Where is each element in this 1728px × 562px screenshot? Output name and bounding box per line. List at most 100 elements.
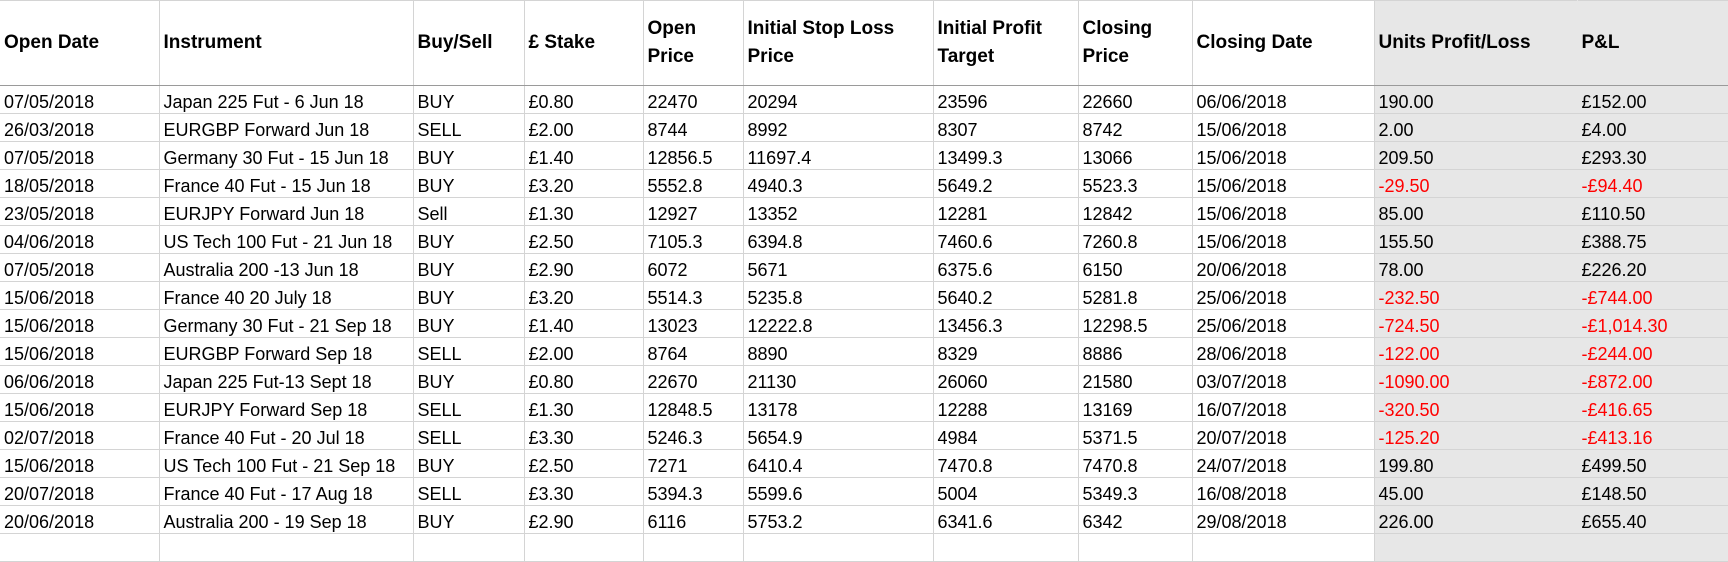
header-stake[interactable]: £ Stake bbox=[524, 0, 644, 86]
cell-instrument[interactable]: France 40 Fut - 20 Jul 18 bbox=[159, 421, 414, 450]
cell-stake[interactable]: £2.50 bbox=[524, 225, 644, 254]
cell-instrument[interactable]: Japan 225 Fut - 6 Jun 18 bbox=[159, 85, 414, 114]
cell-initial-profit-target[interactable]: 7470.8 bbox=[933, 449, 1079, 478]
cell-buy-sell[interactable]: BUY bbox=[413, 505, 525, 534]
cell-stake[interactable]: £0.80 bbox=[524, 85, 644, 114]
cell-units-profit-loss[interactable]: 85.00 bbox=[1374, 197, 1578, 226]
cell-buy-sell[interactable]: BUY bbox=[413, 253, 525, 282]
cell-initial-profit-target[interactable]: 23596 bbox=[933, 85, 1079, 114]
cell-closing-date[interactable]: 24/07/2018 bbox=[1192, 449, 1375, 478]
cell-closing-price[interactable]: 6150 bbox=[1078, 253, 1193, 282]
cell-pnl[interactable]: -£872.00 bbox=[1577, 365, 1728, 394]
cell-pnl[interactable]: £148.50 bbox=[1577, 477, 1728, 506]
cell-open-date[interactable]: 02/07/2018 bbox=[0, 421, 160, 450]
cell-buy-sell[interactable]: BUY bbox=[413, 85, 525, 114]
header-closing-date[interactable]: Closing Date bbox=[1192, 0, 1375, 86]
cell-open-price[interactable]: 12848.5 bbox=[643, 393, 744, 422]
cell-initial-stop-loss-price[interactable]: 8992 bbox=[743, 113, 934, 142]
cell-units-profit-loss[interactable]: 78.00 bbox=[1374, 253, 1578, 282]
header-open-price[interactable]: Open Price bbox=[643, 0, 744, 86]
cell-initial-stop-loss-price[interactable]: 12222.8 bbox=[743, 309, 934, 338]
cell-closing-date[interactable]: 15/06/2018 bbox=[1192, 169, 1375, 198]
cell-closing-price[interactable]: 13066 bbox=[1078, 141, 1193, 170]
cell-open-price[interactable]: 12927 bbox=[643, 197, 744, 226]
cell-open-price[interactable]: 5552.8 bbox=[643, 169, 744, 198]
cell-stake[interactable]: £1.30 bbox=[524, 393, 644, 422]
cell-buy-sell[interactable]: SELL bbox=[413, 337, 525, 366]
cell-initial-stop-loss-price[interactable]: 11697.4 bbox=[743, 141, 934, 170]
cell-pnl[interactable]: -£94.40 bbox=[1577, 169, 1728, 198]
cell-closing-date[interactable]: 20/06/2018 bbox=[1192, 253, 1375, 282]
cell-initial-stop-loss-price[interactable]: 6410.4 bbox=[743, 449, 934, 478]
cell-closing-date[interactable]: 03/07/2018 bbox=[1192, 365, 1375, 394]
cell-initial-stop-loss-price[interactable]: 5599.6 bbox=[743, 477, 934, 506]
cell-closing-date[interactable]: 15/06/2018 bbox=[1192, 197, 1375, 226]
cell-open-date[interactable]: 07/05/2018 bbox=[0, 85, 160, 114]
cell-instrument[interactable]: EURGBP Forward Sep 18 bbox=[159, 337, 414, 366]
cell-units-profit-loss[interactable]: -724.50 bbox=[1374, 309, 1578, 338]
cell-instrument[interactable]: Germany 30 Fut - 21 Sep 18 bbox=[159, 309, 414, 338]
cell-units-profit-loss[interactable]: -29.50 bbox=[1374, 169, 1578, 198]
cell-stake[interactable]: £2.00 bbox=[524, 113, 644, 142]
cell-open-price[interactable]: 5246.3 bbox=[643, 421, 744, 450]
cell-stake[interactable]: £3.20 bbox=[524, 281, 644, 310]
cell-open-date[interactable]: 06/06/2018 bbox=[0, 365, 160, 394]
cell-open-price[interactable]: 6072 bbox=[643, 253, 744, 282]
cell-stake[interactable]: £1.30 bbox=[524, 197, 644, 226]
cell-units-profit-loss[interactable]: 199.80 bbox=[1374, 449, 1578, 478]
cell-initial-stop-loss-price[interactable]: 13178 bbox=[743, 393, 934, 422]
cell-stake[interactable]: £1.40 bbox=[524, 141, 644, 170]
cell-pnl[interactable]: £226.20 bbox=[1577, 253, 1728, 282]
cell-open-date[interactable]: 07/05/2018 bbox=[0, 141, 160, 170]
cell-stake[interactable]: £0.80 bbox=[524, 365, 644, 394]
header-initial-stop-loss-price[interactable]: Initial Stop Loss Price bbox=[743, 0, 934, 86]
cell-open-price[interactable]: 22670 bbox=[643, 365, 744, 394]
cell-closing-price[interactable]: 7260.8 bbox=[1078, 225, 1193, 254]
cell-closing-price[interactable]: 8742 bbox=[1078, 113, 1193, 142]
cell-open-date[interactable]: 15/06/2018 bbox=[0, 337, 160, 366]
cell-units-profit-loss[interactable]: 155.50 bbox=[1374, 225, 1578, 254]
cell-open-date[interactable]: 20/07/2018 bbox=[0, 477, 160, 506]
cell-open-price[interactable]: 22470 bbox=[643, 85, 744, 114]
cell-buy-sell[interactable]: BUY bbox=[413, 449, 525, 478]
cell-pnl[interactable]: -£1,014.30 bbox=[1577, 309, 1728, 338]
cell-stake[interactable]: £3.30 bbox=[524, 477, 644, 506]
cell-pnl[interactable]: -£244.00 bbox=[1577, 337, 1728, 366]
cell-stake[interactable]: £3.20 bbox=[524, 169, 644, 198]
cell-closing-date[interactable]: 29/08/2018 bbox=[1192, 505, 1375, 534]
cell-units-profit-loss[interactable]: -125.20 bbox=[1374, 421, 1578, 450]
cell-pnl[interactable]: £110.50 bbox=[1577, 197, 1728, 226]
cell-initial-profit-target[interactable]: 12281 bbox=[933, 197, 1079, 226]
cell-buy-sell[interactable]: SELL bbox=[413, 393, 525, 422]
cell-initial-stop-loss-price[interactable]: 21130 bbox=[743, 365, 934, 394]
cell-open-date[interactable]: 15/06/2018 bbox=[0, 393, 160, 422]
cell-closing-price[interactable]: 13169 bbox=[1078, 393, 1193, 422]
cell-initial-stop-loss-price[interactable]: 6394.8 bbox=[743, 225, 934, 254]
cell-open-price[interactable]: 8764 bbox=[643, 337, 744, 366]
cell-instrument[interactable]: Australia 200 - 19 Sep 18 bbox=[159, 505, 414, 534]
cell-stake[interactable]: £3.30 bbox=[524, 421, 644, 450]
header-initial-profit-target[interactable]: Initial Profit Target bbox=[933, 0, 1079, 86]
cell-closing-date[interactable]: 16/08/2018 bbox=[1192, 477, 1375, 506]
cell-closing-price[interactable]: 12298.5 bbox=[1078, 309, 1193, 338]
cell-initial-stop-loss-price[interactable]: 20294 bbox=[743, 85, 934, 114]
cell-initial-profit-target[interactable]: 5004 bbox=[933, 477, 1079, 506]
cell-pnl[interactable]: £655.40 bbox=[1577, 505, 1728, 534]
cell-open-price[interactable]: 5514.3 bbox=[643, 281, 744, 310]
cell-instrument[interactable]: France 40 Fut - 15 Jun 18 bbox=[159, 169, 414, 198]
cell-open-price[interactable]: 5394.3 bbox=[643, 477, 744, 506]
cell-pnl[interactable]: £4.00 bbox=[1577, 113, 1728, 142]
cell-pnl[interactable]: £293.30 bbox=[1577, 141, 1728, 170]
cell-initial-profit-target[interactable]: 13499.3 bbox=[933, 141, 1079, 170]
cell-initial-stop-loss-price[interactable]: 4940.3 bbox=[743, 169, 934, 198]
cell-open-date[interactable]: 23/05/2018 bbox=[0, 197, 160, 226]
cell-open-date[interactable]: 15/06/2018 bbox=[0, 281, 160, 310]
cell-units-profit-loss[interactable]: -320.50 bbox=[1374, 393, 1578, 422]
header-buy-sell[interactable]: Buy/Sell bbox=[413, 0, 525, 86]
cell-initial-stop-loss-price[interactable]: 8890 bbox=[743, 337, 934, 366]
cell-closing-price[interactable]: 6342 bbox=[1078, 505, 1193, 534]
header-closing-price[interactable]: Closing Price bbox=[1078, 0, 1193, 86]
cell-open-date[interactable]: 15/06/2018 bbox=[0, 309, 160, 338]
cell-initial-profit-target[interactable]: 13456.3 bbox=[933, 309, 1079, 338]
cell-open-date[interactable]: 26/03/2018 bbox=[0, 113, 160, 142]
